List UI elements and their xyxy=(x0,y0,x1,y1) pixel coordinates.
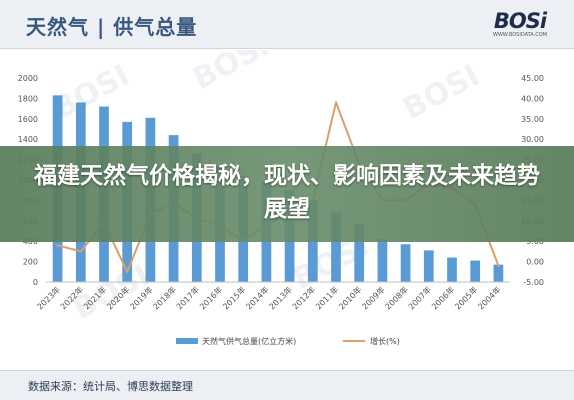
x-axis-tick-label: 2017年 xyxy=(174,284,201,311)
x-axis-tick-label: 2016年 xyxy=(197,284,224,311)
left-axis-tick-label: 0 xyxy=(33,278,38,287)
svg-text:BOSI: BOSI xyxy=(397,58,485,127)
header-bar: 天然气 | 供气总量 BOSi WWW.BOSIDATA.COM xyxy=(0,0,574,49)
x-axis-tick-label: 2005年 xyxy=(452,284,479,311)
line-point xyxy=(497,264,500,267)
bar xyxy=(331,212,341,282)
bosi-logo: BOSi WWW.BOSIDATA.COM xyxy=(486,10,554,40)
bar xyxy=(447,257,457,282)
bar xyxy=(423,250,434,282)
page-title: 天然气 | 供气总量 xyxy=(26,15,198,39)
bar xyxy=(354,223,365,282)
logo-url: WWW.BOSIDATA.COM xyxy=(493,32,547,38)
line-point xyxy=(79,250,83,253)
legend: 天然气供气总量(亿立方米) 增长(%) xyxy=(176,336,400,346)
footer-bar: 数据来源：统计局、博思数据整理 xyxy=(0,370,574,400)
data-source: 数据来源：统计局、博思数据整理 xyxy=(28,380,193,393)
right-axis-tick-label: 40.00 xyxy=(521,94,544,103)
article-title: 福建天然气价格揭秘，现状、影响因素及未来趋势展望 xyxy=(34,163,540,222)
bar xyxy=(377,239,388,282)
right-axis-tick-label: 45.00 xyxy=(521,74,544,83)
right-axis-tick-label: 0.00 xyxy=(526,258,544,267)
logo-wordmark: BOSi xyxy=(493,9,547,33)
x-axis-tick-label: 2015年 xyxy=(220,284,247,311)
svg-text:BOSI: BOSI xyxy=(187,50,275,97)
right-axis-tick-label: 30.00 xyxy=(521,135,544,144)
legend-label-bar: 天然气供气总量(亿立方米) xyxy=(202,336,296,346)
left-axis-tick-label: 1400 xyxy=(18,135,38,144)
line-point xyxy=(126,270,129,273)
left-axis-tick-label: 2000 xyxy=(18,74,38,83)
article-title-banner: 福建天然气价格揭秘，现状、影响因素及未来趋势展望 xyxy=(0,146,574,242)
left-axis-tick-label: 1800 xyxy=(18,94,38,103)
bar xyxy=(493,264,504,282)
x-axis-tick-label: 2010年 xyxy=(336,284,363,311)
x-axis-tick-label: 2013年 xyxy=(267,284,294,311)
x-axis-tick-label: 2006年 xyxy=(429,284,456,311)
x-axis-tick-label: 2009年 xyxy=(360,284,387,311)
x-axis-tick-label: 2004年 xyxy=(476,284,503,311)
left-axis-tick-label: 200 xyxy=(23,258,38,267)
right-axis-tick-label: -5.00 xyxy=(523,278,544,287)
left-axis-tick-label: 1600 xyxy=(18,115,38,124)
line-point xyxy=(334,101,338,104)
line-point xyxy=(56,244,59,247)
legend-swatch-bar xyxy=(176,338,198,344)
x-axis-tick-label: 2023年 xyxy=(35,284,62,311)
bar xyxy=(400,244,411,282)
legend-label-line: 增长(%) xyxy=(370,336,400,346)
x-axis-tick-label: 2008年 xyxy=(383,284,410,311)
bar xyxy=(470,260,481,282)
x-axis-tick-label: 2007年 xyxy=(406,284,433,311)
right-axis-tick-label: 35.00 xyxy=(521,115,544,124)
x-axis-tick-label: 2014年 xyxy=(244,284,271,311)
